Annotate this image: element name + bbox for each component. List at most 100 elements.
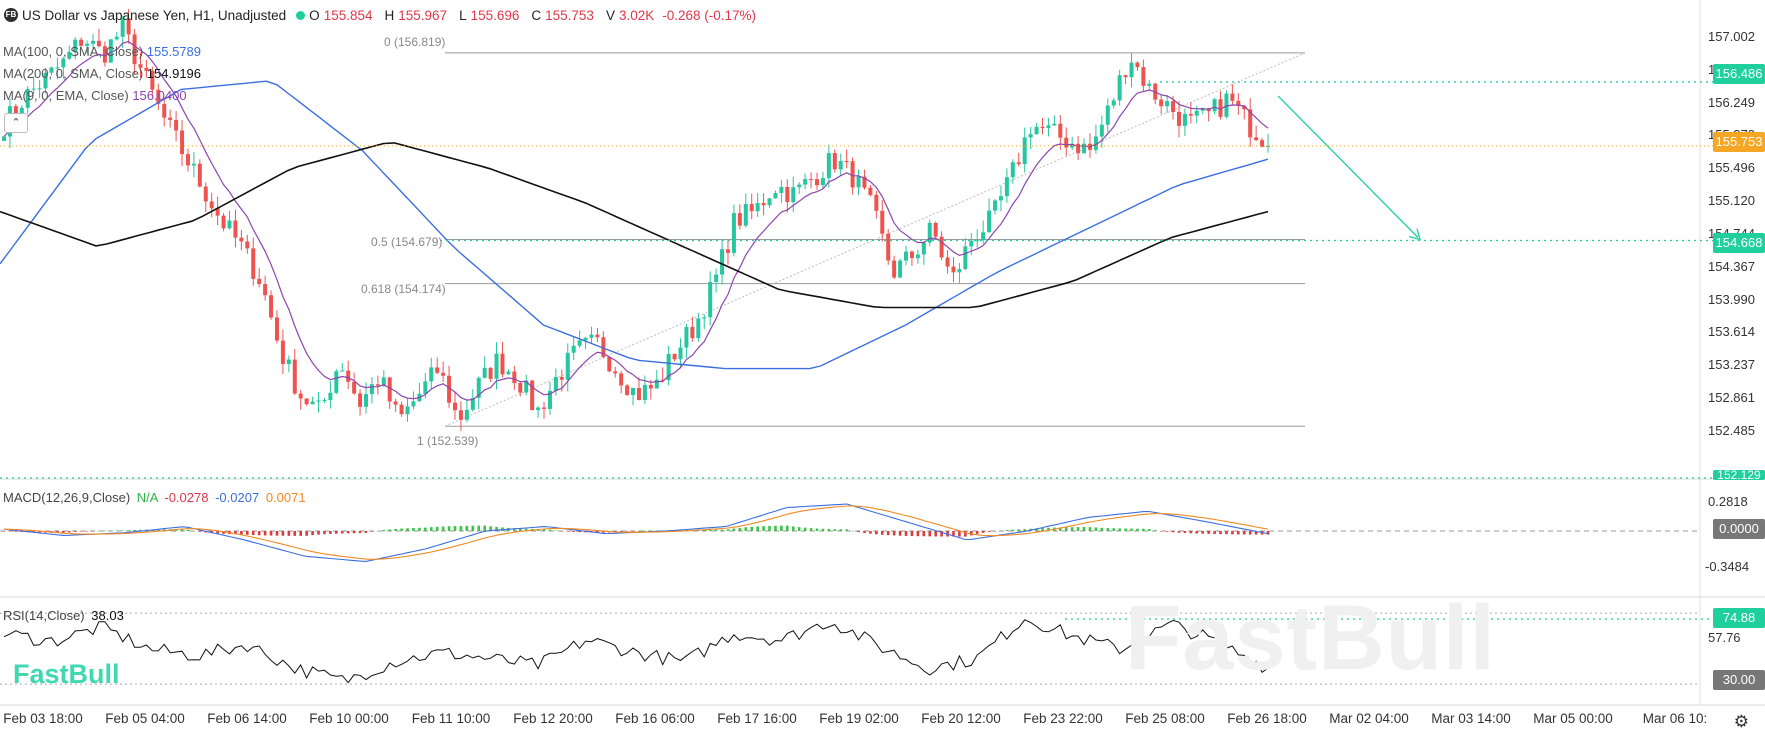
macd-histogram-bar — [714, 529, 718, 531]
candle-body — [850, 161, 855, 188]
macd-histogram-bar — [394, 528, 397, 531]
macd-histogram-bar — [62, 531, 65, 533]
candle-body — [1099, 124, 1104, 137]
macd-histogram-bar — [1076, 527, 1080, 531]
candle-body — [880, 210, 885, 234]
candle-body — [1105, 105, 1110, 125]
close-value: 155.753 — [545, 7, 594, 23]
macd-histogram-bar — [851, 530, 854, 532]
price-tick-label: 153.614 — [1708, 324, 1755, 340]
candle-body — [274, 317, 279, 341]
candle-body — [304, 398, 309, 405]
macd-histogram-bar — [1094, 527, 1098, 531]
macd-histogram-bar — [234, 531, 237, 535]
macd-pane — [0, 503, 1700, 562]
macd-histogram-bar — [702, 529, 706, 531]
time-tick-label: Feb 12 20:00 — [513, 711, 593, 726]
macd-histogram-bar — [453, 526, 457, 531]
macd-histogram-bar — [406, 528, 409, 531]
macd-histogram-bar — [1011, 529, 1015, 531]
macd-histogram-bar — [892, 531, 896, 536]
ma200-legend[interactable]: MA(200, 0, SMA, Close) 154.9196 — [3, 66, 201, 81]
candle-body — [251, 248, 256, 279]
collapse-legend-button[interactable]: ⌃ — [4, 113, 28, 133]
candle-body — [286, 359, 291, 364]
macd-histogram-bar — [216, 531, 219, 534]
candle-body — [1200, 108, 1205, 111]
candle-body — [809, 179, 814, 181]
macd-histogram-bar — [827, 528, 831, 531]
fib-label-0: 0 (156.819) — [384, 35, 446, 49]
candle-body — [1165, 101, 1170, 107]
projection-arrowhead — [1408, 228, 1421, 241]
fastbull-logo: FastBull — [13, 659, 120, 689]
candle-body — [755, 202, 760, 212]
candle-body — [1230, 93, 1235, 101]
candle-body — [61, 58, 66, 68]
macd-histogram-bar — [1005, 530, 1009, 531]
ma200-line — [0, 142, 1269, 309]
high-label: H — [384, 7, 395, 23]
candle-body — [844, 161, 849, 163]
macd-histogram-bar — [886, 531, 890, 536]
candle-body — [393, 401, 398, 405]
macd-histogram-bar — [1136, 528, 1139, 531]
macd-histogram-bar — [14, 531, 18, 532]
macd-histogram-bar — [797, 527, 801, 531]
candle-body — [144, 67, 149, 71]
close-label: C — [531, 7, 542, 23]
ma9-legend[interactable]: MA(9, 0, EMA, Close) 156.0400 — [3, 88, 187, 103]
macd-histogram-bar — [637, 530, 641, 532]
macd-histogram-bar — [649, 530, 653, 532]
candle-body — [458, 410, 463, 420]
macd-histogram-bar — [934, 531, 937, 537]
macd-histogram-bar — [186, 529, 190, 531]
macd-value-2: -0.0207 — [215, 490, 260, 505]
candle-body — [363, 394, 368, 407]
candle-body — [553, 376, 558, 391]
candle-body — [1194, 110, 1199, 116]
candle-body — [773, 193, 778, 199]
candle-body — [1171, 101, 1176, 112]
candle-body — [571, 345, 576, 353]
macd-histogram-bar — [38, 531, 41, 533]
macd-histogram-bar — [293, 531, 297, 536]
macd-histogram-bar — [916, 531, 920, 537]
macd-histogram-bar — [631, 531, 635, 532]
macd-histogram-bar — [246, 531, 249, 535]
fib-trend-line — [444, 52, 1306, 427]
candle-body — [453, 402, 458, 411]
price-tick-label: 153.237 — [1708, 357, 1755, 373]
macd-legend[interactable]: MACD(12,26,9,Close) N/A -0.0278 -0.0207 … — [3, 490, 306, 506]
candle-body — [743, 203, 748, 226]
fastbull-watermark: FastBull — [1125, 587, 1496, 689]
macd-histogram-bar — [774, 525, 777, 531]
candle-body — [156, 89, 161, 104]
candle-body — [987, 210, 992, 233]
candle-body — [874, 194, 879, 211]
macd-histogram-bar — [180, 529, 184, 531]
candle-body — [500, 353, 505, 375]
candle-body — [892, 260, 897, 278]
candle-body — [387, 377, 392, 402]
low-value: 155.696 — [470, 7, 520, 23]
macd-histogram-bar — [993, 531, 997, 532]
candle-body — [1058, 123, 1063, 138]
price-tick-label: 157.002 — [1708, 28, 1755, 44]
ma100-legend[interactable]: MA(100, 0, SMA, Close) 155.5789 — [3, 44, 201, 59]
macd-label: MACD(12,26,9,Close) — [3, 490, 131, 505]
macd-histogram-bar — [1064, 527, 1068, 531]
gear-icon[interactable]: ⚙ — [1733, 712, 1749, 731]
candle-body — [37, 88, 42, 90]
candle-body — [405, 406, 410, 415]
macd-histogram-bar — [845, 529, 848, 531]
macd-histogram-bar — [1082, 527, 1086, 531]
candle-body — [737, 213, 742, 226]
symbol-title[interactable]: US Dollar vs Japanese Yen, H1, Unadjuste… — [22, 7, 287, 23]
macd-histogram-bar — [210, 531, 213, 534]
macd-histogram-bar — [910, 531, 914, 537]
macd-histogram-bar — [1165, 531, 1169, 532]
rsi-legend[interactable]: RSI(14,Close) 38.03 — [3, 608, 124, 624]
candle-body — [91, 40, 96, 44]
